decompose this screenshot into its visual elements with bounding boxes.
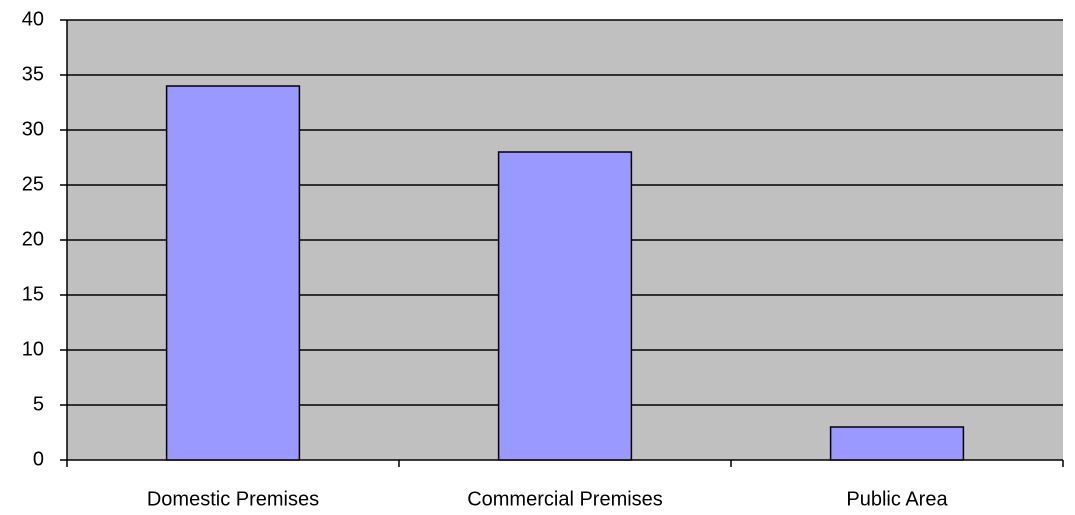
y-tick-label: 10 bbox=[22, 338, 44, 360]
y-tick-label: 35 bbox=[22, 63, 44, 85]
y-tick-label: 25 bbox=[22, 173, 44, 195]
x-tick-label: Domestic Premises bbox=[147, 488, 319, 510]
bar bbox=[829, 426, 965, 461]
x-tick-label: Commercial Premises bbox=[467, 488, 663, 510]
y-tick-label: 5 bbox=[33, 393, 44, 415]
bar bbox=[497, 151, 633, 461]
y-tick-label: 20 bbox=[22, 228, 44, 250]
bar bbox=[165, 85, 301, 461]
y-tick-label: 40 bbox=[22, 8, 44, 30]
x-tick-label: Public Area bbox=[846, 488, 948, 510]
y-tick-label: 0 bbox=[33, 448, 44, 470]
y-tick-label: 15 bbox=[22, 283, 44, 305]
y-tick-label: 30 bbox=[22, 118, 44, 140]
